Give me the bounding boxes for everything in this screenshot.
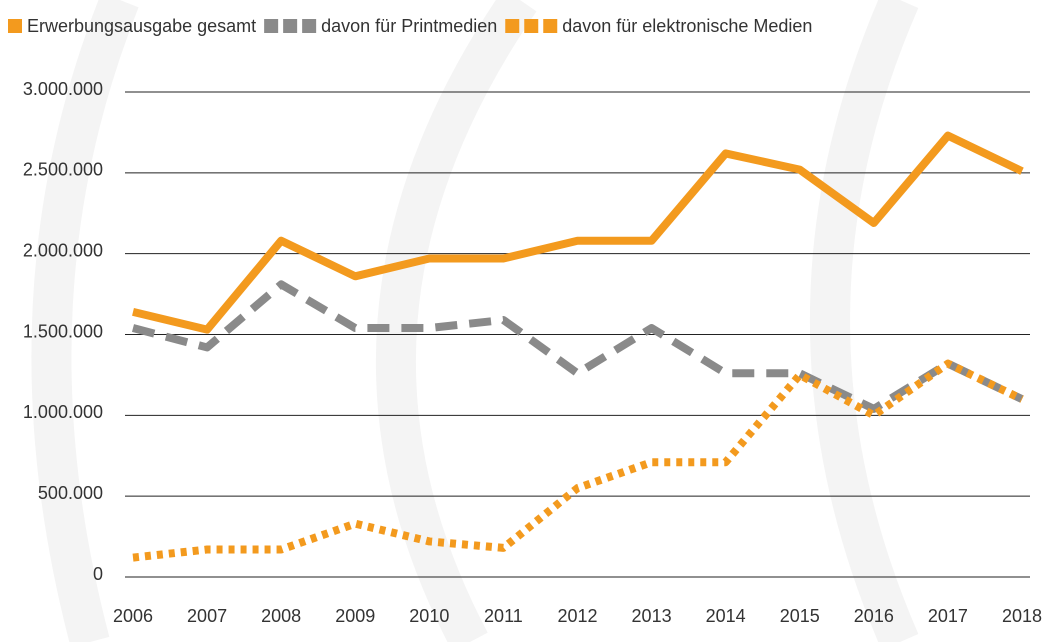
x-tick-label: 2010 <box>409 606 449 626</box>
series-line <box>131 280 1024 413</box>
x-tick-label: 2013 <box>632 606 672 626</box>
y-tick-label: 2.000.000 <box>23 240 103 260</box>
legend-label: davon für elektronische Medien <box>562 16 812 36</box>
legend-swatch <box>543 19 558 33</box>
y-tick-label: 1.500.000 <box>23 321 103 341</box>
y-tick-label: 500.000 <box>38 483 103 503</box>
x-tick-label: 2015 <box>780 606 820 626</box>
x-tick-label: 2011 <box>484 606 523 626</box>
legend-swatch <box>505 19 520 33</box>
background-decoration <box>31 0 919 642</box>
legend-label: davon für Printmedien <box>321 16 497 36</box>
x-tick-label: 2017 <box>928 606 968 626</box>
legend-swatch <box>524 19 539 33</box>
x-tick-label: 2008 <box>261 606 301 626</box>
legend: Erwerbungsausgabe gesamt davon für Printm… <box>8 16 812 36</box>
y-tick-label: 0 <box>93 564 103 584</box>
x-tick-label: 2014 <box>706 606 746 626</box>
y-tick-label: 2.500.000 <box>23 160 103 180</box>
legend-swatch <box>283 19 298 33</box>
y-tick-label: 3.000.000 <box>23 79 103 99</box>
series-line <box>132 131 1024 334</box>
y-tick-label: 1.000.000 <box>23 402 103 422</box>
x-tick-label: 2007 <box>187 606 227 626</box>
legend-swatch <box>302 19 317 33</box>
series-line <box>132 359 1024 562</box>
x-tick-label: 2009 <box>335 606 375 626</box>
x-tick-label: 2012 <box>557 606 597 626</box>
x-tick-label: 2018 <box>1002 606 1042 626</box>
legend-label: Erwerbungsausgabe gesamt <box>27 16 256 36</box>
legend-swatch <box>8 19 22 33</box>
x-tick-label: 2016 <box>854 606 894 626</box>
x-tick-label: 2006 <box>113 606 153 626</box>
legend-swatch <box>264 19 279 33</box>
